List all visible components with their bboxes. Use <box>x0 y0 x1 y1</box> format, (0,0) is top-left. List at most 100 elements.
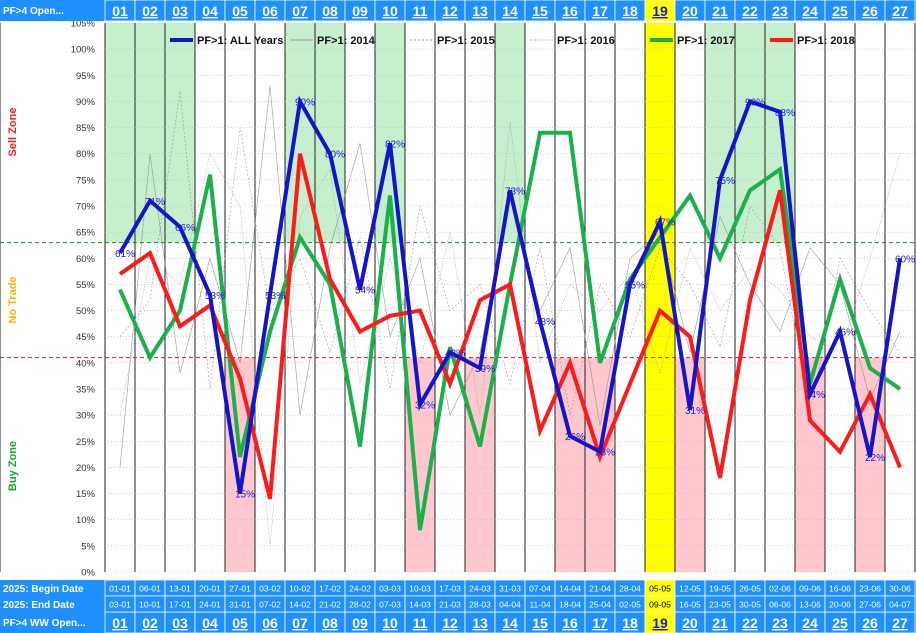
y-tick-label: 80% <box>76 149 96 160</box>
data-labels: 61% 71% 66% 53% 15% 53% 90% 80% 54% 82% 32% 42% 39% 7… <box>115 97 915 500</box>
begin-date: 10-03 <box>409 584 431 594</box>
week-cells: 01 01 01-01 03-01 02 02 06-01 10-01 03 03 13-01 17-… <box>104 0 916 633</box>
begin-date: 03-02 <box>259 584 281 594</box>
week-footer-label: 18 <box>622 615 638 631</box>
week-header-label: 11 <box>413 3 428 19</box>
data-label: 26% <box>565 432 585 443</box>
week-footer-label: 10 <box>382 615 398 631</box>
y-tick-label: 95% <box>76 71 96 82</box>
legend-entry: PF>1: ALL Years <box>197 35 283 47</box>
data-label: 60% <box>895 254 915 265</box>
y-tick-label: 85% <box>76 123 96 134</box>
week-footer-label: 21 <box>712 615 728 631</box>
series-lines <box>118 95 902 531</box>
begin-date: 06-01 <box>139 584 161 594</box>
sell-zone-label: Sell Zone <box>7 108 19 157</box>
begin-date: 01-01 <box>109 584 131 594</box>
end-date: 06-06 <box>769 600 791 610</box>
week-header-label: 01 <box>112 3 128 19</box>
begin-date: 10-02 <box>289 584 311 594</box>
end-date: 23-05 <box>709 600 731 610</box>
end-date: 21-02 <box>319 600 341 610</box>
y-tick-label: 75% <box>76 175 96 186</box>
end-date: 14-02 <box>289 600 311 610</box>
grid-lines <box>0 22 916 573</box>
week-footer-label: 04 <box>202 615 218 631</box>
series-line-0 <box>118 95 902 494</box>
begin-date: 26-05 <box>739 584 761 594</box>
data-label: 53% <box>265 291 285 302</box>
week-header-label: 04 <box>202 3 218 19</box>
week-header-label: 21 <box>712 3 728 19</box>
green-band-07 <box>285 23 315 243</box>
begin-date: 13-01 <box>169 584 191 594</box>
buy-zone-label: Buy Zone <box>7 441 19 491</box>
end-date: 11-04 <box>529 600 550 610</box>
week-footer-label: 07 <box>292 615 308 631</box>
begin-date: 02-06 <box>769 584 791 594</box>
begin-date: 23-06 <box>859 584 881 594</box>
end-date: 04-07 <box>889 600 911 610</box>
week-header-label: 17 <box>592 3 608 19</box>
y-tick-label: 50% <box>76 306 96 317</box>
legend-entry: PF>1: 2015 <box>437 35 495 47</box>
y-tick-label: 45% <box>76 332 96 343</box>
week-header-label: 19 <box>652 3 668 19</box>
y-tick-label: 70% <box>76 202 96 213</box>
week-header-label: 13 <box>472 3 488 19</box>
week-header-label: 14 <box>502 3 518 19</box>
begin-date: 12-05 <box>679 584 701 594</box>
begin-date: 30-06 <box>889 584 911 594</box>
week-header-label: 16 <box>562 3 578 19</box>
end-date: 09-05 <box>649 600 671 610</box>
week-footer-label: 24 <box>802 615 818 631</box>
begin-date: 07-04 <box>529 584 551 594</box>
highlight-band-19 <box>645 23 675 572</box>
data-label: 46% <box>835 327 855 338</box>
legend-entry: PF>1: 2014 <box>317 35 376 47</box>
begin-date: 28-04 <box>619 584 641 594</box>
begin-date: 17-02 <box>319 584 341 594</box>
end-date: 21-03 <box>439 600 461 610</box>
end-date: 02-05 <box>619 600 641 610</box>
data-label: 32% <box>415 401 435 412</box>
week-header-label: 10 <box>382 3 398 19</box>
data-label: 61% <box>115 249 135 260</box>
data-label: 54% <box>355 286 375 297</box>
week-footer-label: 05 <box>232 615 248 631</box>
legend: PF>1: ALL Years PF>1: 2014 PF>1: 2015 PF>1:… <box>170 35 855 47</box>
green-band-01 <box>105 23 135 243</box>
data-label: 39% <box>475 364 495 375</box>
y-tick-label: 20% <box>76 463 96 474</box>
end-date: 18-04 <box>559 600 581 610</box>
date-cell <box>884 595 916 613</box>
week-footer-label: 02 <box>142 615 158 631</box>
legend-entry: PF>1: 2016 <box>557 35 615 47</box>
week-header-label: 06 <box>262 3 278 19</box>
end-date: 27-06 <box>859 600 881 610</box>
begin-date: 17-03 <box>439 584 461 594</box>
y-tick-label: 40% <box>76 358 96 369</box>
data-label: 31% <box>685 406 705 417</box>
green-band-14 <box>495 23 525 243</box>
y-tick-label: 100% <box>71 45 96 56</box>
end-date: 07-02 <box>259 600 281 610</box>
week-header-label: 02 <box>142 3 158 19</box>
end-date: 07-03 <box>379 600 401 610</box>
data-label: 66% <box>175 223 195 234</box>
end-date: 28-02 <box>349 600 371 610</box>
data-label: 48% <box>535 317 555 328</box>
week-header-label: 15 <box>532 3 548 19</box>
week-footer-label: 12 <box>442 615 458 631</box>
week-footer-label: 19 <box>652 615 668 631</box>
week-footer-label: 08 <box>322 615 338 631</box>
data-label: 55% <box>625 280 645 291</box>
begin-date: 21-04 <box>589 584 611 594</box>
week-footer-label: 23 <box>772 615 788 631</box>
end-date: 24-01 <box>199 600 221 610</box>
end-date: 25-04 <box>589 600 611 610</box>
week-cell <box>884 0 916 22</box>
week-footer-label: 13 <box>472 615 488 631</box>
week-header-label: 23 <box>772 3 788 19</box>
end-date: 28-03 <box>469 600 491 610</box>
